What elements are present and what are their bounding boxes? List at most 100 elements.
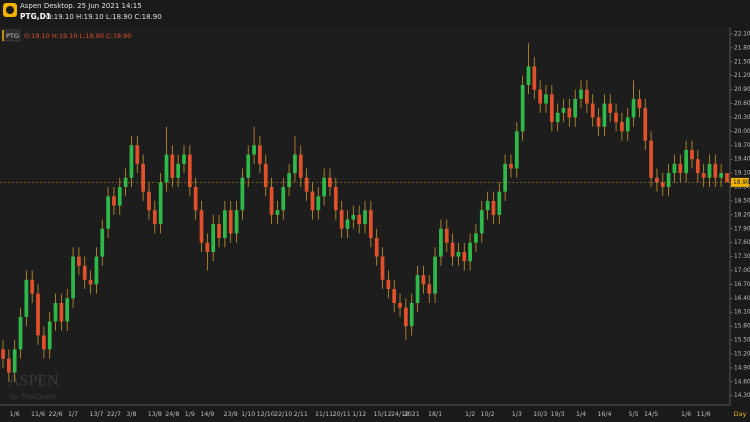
candle-body [1, 349, 5, 359]
candle-body [71, 256, 75, 299]
candle-body [690, 149, 694, 160]
candle-body [298, 154, 303, 178]
candle-body [293, 154, 297, 174]
x-tick-label: 1/4 [576, 411, 586, 418]
candle-body [392, 289, 397, 303]
candle-body [228, 210, 233, 234]
y-tick-label: 19.70 [734, 143, 750, 149]
y-tick-label: 16.40 [734, 296, 750, 302]
candle-body [246, 154, 251, 178]
candle-body [380, 256, 385, 280]
x-tick-label: 1/6 [10, 411, 20, 418]
candle-body [77, 256, 81, 266]
x-tick-label: 20/11 [333, 411, 351, 418]
candle-body [345, 219, 350, 229]
candle-body [182, 154, 186, 164]
candle-body [147, 191, 151, 211]
y-tick-label: 20.90 [734, 87, 750, 93]
candle-body [491, 200, 496, 215]
candle-body [631, 98, 636, 118]
x-tick-label: 13/7 [89, 411, 103, 418]
candle-body [170, 154, 175, 178]
candle-body [258, 145, 262, 164]
candle-body [462, 251, 467, 262]
candle-body [549, 94, 554, 123]
candle-body [281, 187, 286, 211]
watermark: ASPEN [8, 373, 59, 390]
y-tick-label: 21.80 [734, 45, 750, 51]
candle-body [719, 173, 724, 178]
y-tick-label: 19.40 [734, 157, 750, 163]
y-tick-label: 22.10 [734, 31, 750, 37]
candle-body [333, 187, 338, 211]
candle-body [24, 279, 29, 317]
x-tick-label: 22/7 [107, 411, 121, 418]
candle-body [351, 214, 356, 220]
x-tick-label: 1/9 [185, 411, 195, 418]
candle-body [135, 145, 140, 164]
candle-body [129, 145, 134, 178]
candle-body [579, 89, 583, 99]
y-tick-label: 15.20 [734, 351, 750, 357]
candle-body [88, 279, 93, 285]
x-tick-label: 23/9 [224, 411, 238, 418]
x-tick-label: 10/3 [533, 411, 547, 418]
candle-body [263, 163, 268, 188]
candle-body [532, 66, 537, 90]
candle-body [567, 108, 572, 118]
candle-body [404, 307, 408, 327]
candle-body [707, 163, 712, 178]
y-tick-label: 15.50 [734, 338, 750, 344]
candle-body [684, 149, 688, 174]
candles [1, 43, 729, 382]
candle-body [106, 196, 110, 229]
candle-body [468, 242, 472, 262]
candle-body [596, 117, 601, 127]
candle-body [608, 103, 613, 113]
candle-body [82, 265, 87, 280]
candle-body [65, 298, 70, 322]
candle-body [42, 335, 46, 350]
candle-body [585, 89, 589, 104]
candle-body [211, 224, 216, 252]
candle-body [12, 349, 17, 373]
y-tick-label: 18.20 [734, 212, 750, 218]
candle-body [193, 187, 198, 211]
y-tick-label: 19.10 [734, 171, 750, 177]
app-logo-mark [6, 6, 14, 14]
watermark-sub: by ThaiQuest [10, 393, 57, 401]
candle-body [561, 108, 566, 113]
y-tick-label: 16.70 [734, 282, 750, 288]
candle-body [304, 177, 309, 192]
candle-body [234, 210, 239, 234]
candle-body [433, 256, 437, 294]
y-tick-label: 14.30 [734, 393, 750, 399]
candle-body [205, 242, 210, 252]
candle-body [199, 210, 204, 243]
candle-body [666, 173, 671, 188]
candle-body [141, 163, 145, 192]
candle-body [240, 177, 245, 211]
candle-body [450, 242, 455, 257]
candle-body [368, 210, 373, 239]
x-tick-label: 1/12 [352, 411, 366, 418]
candle-body [701, 173, 706, 178]
candle-body [649, 140, 653, 178]
candle-body [6, 358, 11, 373]
candle-body [117, 187, 122, 206]
candle-body [158, 182, 163, 225]
candle-body [526, 66, 531, 85]
legend-ohlc: O:19.10 H:19.10 L:18.90 C:18.90 [24, 32, 131, 40]
candle-body [421, 275, 426, 285]
candle-body [520, 84, 525, 132]
candle-body [398, 302, 402, 308]
candle-body [269, 187, 274, 215]
current-price-box [731, 177, 749, 187]
x-tick-label: 1/6 [681, 411, 691, 418]
y-tick-label: 15.80 [734, 324, 750, 330]
candle-body [725, 173, 729, 183]
candle-body [485, 200, 490, 211]
candle-body [287, 173, 291, 188]
y-tick-label: 20.00 [734, 129, 750, 135]
